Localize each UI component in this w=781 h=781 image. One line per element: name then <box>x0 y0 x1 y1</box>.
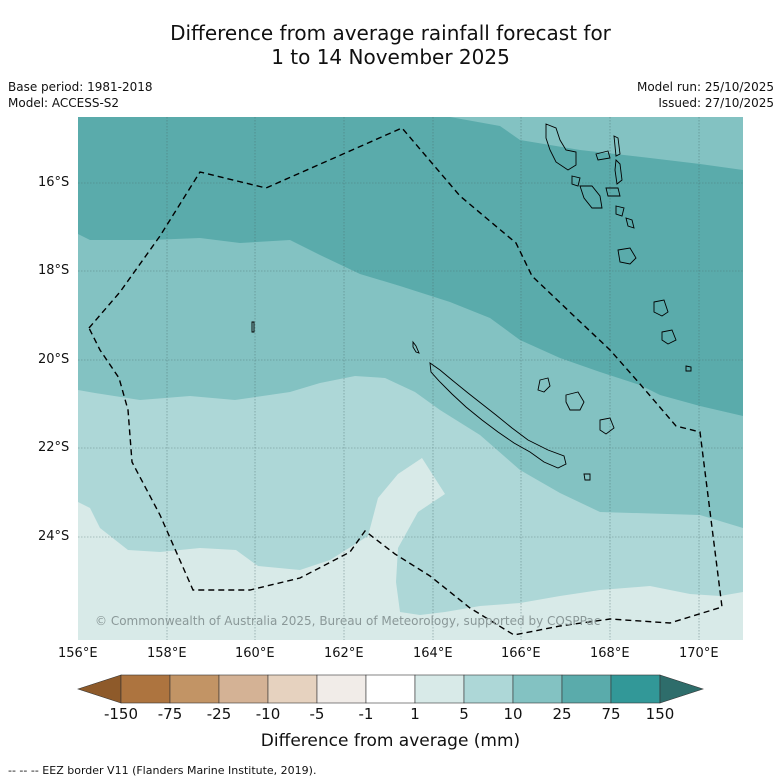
colorbar-tick-label: -5 <box>309 705 325 723</box>
ambrym-island <box>605 187 621 197</box>
lat-label: 22°S <box>38 440 70 455</box>
copyright-notice: © Commonwealth of Australia 2025, Bureau… <box>95 614 601 628</box>
colorbar-segment-3 <box>218 674 269 704</box>
lon-label: 162°E <box>324 646 364 661</box>
colorbar-tick-label: -1 <box>358 705 374 723</box>
ouvea-island <box>537 377 551 393</box>
colorbar-segment-8 <box>463 674 514 704</box>
eez-border <box>88 127 723 636</box>
lon-label: 170°E <box>679 646 719 661</box>
shepherd-islands <box>625 217 635 229</box>
colorbar-segment-4 <box>267 674 318 704</box>
title-line-1: Difference from average rainfall forecas… <box>170 21 611 45</box>
lifou-island <box>565 391 585 411</box>
model-name: Model: ACCESS-S2 <box>8 96 120 110</box>
colorbar-tick-label: -25 <box>206 705 232 723</box>
ambae-island <box>595 150 611 161</box>
espiritu-santo-island <box>545 123 577 171</box>
colorbar-segment-5 <box>316 674 367 704</box>
isle-of-pines <box>583 473 591 481</box>
belep-islands <box>412 340 420 354</box>
colorbar <box>77 674 704 704</box>
colorbar-tick-label: 5 <box>459 705 469 723</box>
lon-label: 166°E <box>501 646 541 661</box>
colorbar-segment-7 <box>414 674 465 704</box>
new-caledonia-island <box>429 362 567 469</box>
colorbar-tick-label: 150 <box>645 705 675 723</box>
region-25-to-75 <box>78 117 743 416</box>
chesterfield-islands <box>251 321 255 333</box>
colorbar-tick-label: -150 <box>103 705 139 723</box>
colorbar-segment-6 <box>365 674 416 704</box>
lon-label: 160°E <box>235 646 275 661</box>
colorbar-tick-label: 75 <box>601 705 621 723</box>
colorbar-arrow-left <box>77 674 122 704</box>
colorbar-segment-2 <box>169 674 220 704</box>
graticule <box>78 117 743 640</box>
tanna-island <box>661 329 677 345</box>
colorbar-segment-9 <box>512 674 563 704</box>
model-run: Model run: 25/10/2025 <box>636 80 774 94</box>
lon-label: 168°E <box>590 646 630 661</box>
pentecost-island <box>614 159 623 185</box>
lon-label: 156°E <box>58 646 98 661</box>
title-line-2: 1 to 14 November 2025 <box>271 45 510 69</box>
forecast-map <box>78 117 743 640</box>
colorbar-tick-label: 25 <box>552 705 572 723</box>
colorbar-segment-1 <box>120 674 171 704</box>
colorbar-tick-label: 10 <box>503 705 523 723</box>
colorbar-segment-10 <box>561 674 612 704</box>
colorbar-tick-label: 1 <box>410 705 420 723</box>
lat-label: 20°S <box>38 352 70 367</box>
base-period: Base period: 1981-2018 <box>8 80 153 94</box>
colorbar-segment-11 <box>610 674 661 704</box>
maewo-island <box>613 135 621 157</box>
lat-label: 18°S <box>38 263 70 278</box>
efate-island <box>617 247 637 265</box>
aneityum-island <box>685 365 692 372</box>
epi-island <box>615 205 625 217</box>
mare-island <box>599 417 615 435</box>
colorbar-title: Difference from average (mm) <box>260 731 521 751</box>
malo-island <box>571 175 581 187</box>
colorbar-tick-label: -75 <box>157 705 183 723</box>
lon-label: 158°E <box>147 646 187 661</box>
lon-label: 164°E <box>413 646 453 661</box>
colorbar-arrow-right <box>659 674 704 704</box>
lat-label: 16°S <box>38 175 70 190</box>
issued-date: Issued: 27/10/2025 <box>658 96 774 110</box>
colorbar-tick-label: -10 <box>255 705 281 723</box>
malekula-island <box>579 185 603 209</box>
erromango-island <box>653 299 669 317</box>
eez-legend: -- -- -- EEZ border V11 (Flanders Marine… <box>8 764 317 777</box>
lat-label: 24°S <box>38 529 70 544</box>
